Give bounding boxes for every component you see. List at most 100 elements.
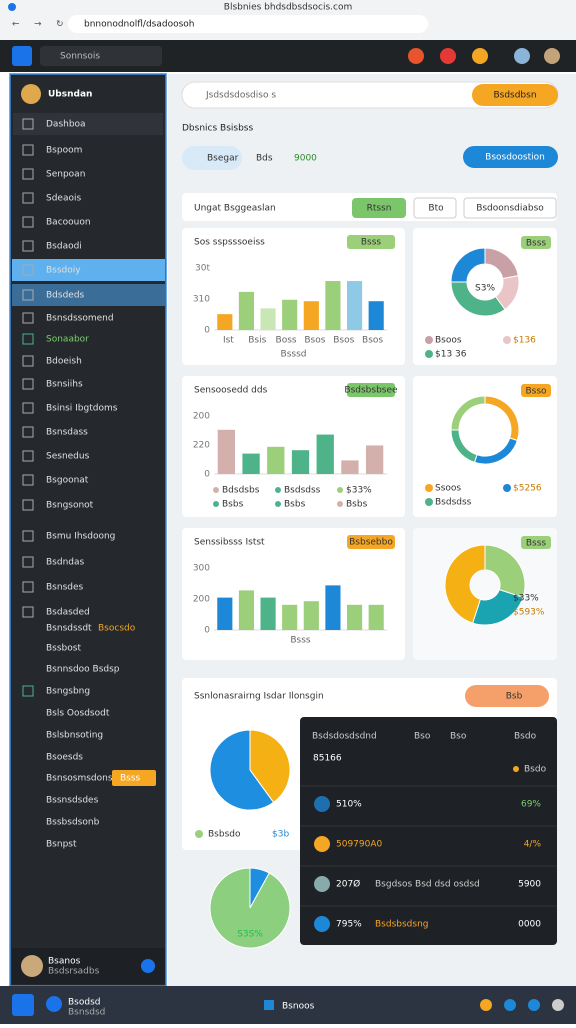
pie-center-label: S3% (475, 284, 495, 294)
tray-icon (528, 999, 540, 1011)
sidebar-item[interactable]: Bsls Oosdsodt (46, 709, 110, 719)
cta-button[interactable] (472, 84, 558, 106)
y-tick-label: 200 (193, 595, 210, 605)
sidebar-item[interactable]: Bsmu Ihsdoong (46, 532, 115, 542)
sidebar-item[interactable]: Bsnsosmsdons (46, 774, 113, 784)
card (413, 528, 557, 660)
nav-button[interactable]: → (34, 20, 42, 30)
sidebar-item[interactable]: Bsdaodi (46, 242, 82, 252)
sidebar-item[interactable]: Bsnsdass (46, 428, 88, 438)
legend-value: $3b (272, 830, 289, 840)
pie-center-label: S3S% (237, 930, 263, 940)
sidebar-item[interactable]: Bsdndas (46, 558, 85, 568)
bar (267, 446, 285, 474)
sidebar-item[interactable]: Sonaabor (46, 335, 89, 345)
tab-title: Blsbnies bhdsdbsdsocis.com (224, 3, 352, 13)
sidebar-selected[interactable] (12, 259, 165, 281)
y-tick-label: 0 (204, 326, 210, 336)
user-status (141, 959, 155, 973)
sidebar-chip (112, 770, 156, 786)
sidebar-item[interactable]: Bslsbnsoting (46, 731, 103, 741)
row-icon (314, 836, 330, 852)
row-right: 69% (521, 800, 541, 810)
y-tick-label: 220 (193, 441, 210, 451)
bar (238, 291, 255, 330)
sidebar-item[interactable]: Bssdoiy (46, 266, 81, 276)
sidebar-item[interactable]: Bsgoonat (46, 476, 89, 486)
section-button[interactable] (463, 197, 557, 219)
sidebar-item[interactable]: Bsnnsdoo Bsdsp (46, 665, 120, 675)
legend-label: Ssoos (435, 484, 461, 494)
section-title: Ungat Bsggeaslan (194, 204, 276, 214)
sidebar-item[interactable]: Sesnedus (46, 452, 90, 462)
primary-button[interactable] (463, 146, 558, 168)
bar (260, 597, 276, 630)
card-tag (521, 536, 551, 549)
cta-text: Bsdsdbsn (493, 91, 536, 101)
sidebar-item[interactable]: Bsoesds (46, 753, 83, 763)
card-title: Sos sspsssoeiss (194, 238, 265, 248)
app-search[interactable] (40, 46, 162, 66)
legend-dot (337, 501, 343, 507)
sidebar-item[interactable]: Bssbsdsonb (46, 818, 100, 828)
sidebar-item[interactable]: Bsnsdssdt (46, 624, 92, 634)
filter-chip[interactable] (182, 146, 242, 170)
sidebar-item[interactable]: Bdsdeds (46, 291, 85, 301)
sidebar-icon (22, 685, 34, 697)
bar (282, 604, 298, 630)
legend-label: $33% (346, 486, 372, 496)
sidebar-chip-text: Bsss (120, 774, 141, 784)
address-bar[interactable] (68, 15, 428, 33)
sidebar-item[interactable]: Bsngsonot (46, 501, 94, 511)
nav-button[interactable]: ← (12, 20, 20, 30)
card-tag-text: Bsdsbsbsee (344, 386, 398, 396)
card-tag (347, 535, 395, 549)
sidebar-item[interactable]: Bdoeish (46, 357, 82, 367)
select-text: 9000 (294, 154, 317, 164)
user-avatar (21, 955, 43, 977)
sidebar-selected[interactable] (12, 284, 165, 306)
sidebar-item[interactable]: Bsnsdssomend (46, 314, 114, 324)
card (182, 228, 405, 365)
sidebar-icon (22, 264, 34, 276)
row-value: 795% (336, 920, 362, 930)
sidebar-item[interactable]: Senpoan (46, 170, 85, 180)
section-button[interactable] (413, 197, 457, 219)
card-tag (347, 235, 395, 249)
bar (341, 460, 359, 474)
sidebar-item[interactable]: Bsnpst (46, 840, 77, 850)
row-value: 510% (336, 800, 362, 810)
apps-button[interactable] (12, 46, 32, 66)
sidebar-item[interactable]: Bsdasded (46, 608, 90, 618)
sidebar-icon (22, 378, 34, 390)
sidebar-item[interactable]: Bsnsiihs (46, 380, 83, 390)
sidebar-item[interactable]: Bsinsi Ibgtdoms (46, 404, 118, 414)
card-tag-text: Bsss (526, 239, 547, 249)
overlay-sub: Bsdo (524, 765, 547, 775)
row-icon (314, 916, 330, 932)
x-tick-label: Bsos (362, 336, 383, 346)
bar (217, 314, 233, 330)
legend-dot (275, 487, 281, 493)
sidebar-item[interactable]: Bspoom (46, 146, 82, 156)
nav-button[interactable]: ↻ (56, 20, 64, 30)
y-tick-label: 30t (195, 264, 210, 274)
bar (217, 429, 236, 474)
x-tick-label: Bsos (304, 336, 325, 346)
sidebar-item[interactable]: Dashboa (46, 120, 86, 130)
legend-label: Bsbs (346, 500, 368, 510)
sidebar-item[interactable]: Bssnsdsdes (46, 796, 99, 806)
card (413, 376, 557, 517)
sidebar-item[interactable]: Bsnsdes (46, 583, 84, 593)
legend-dot (425, 336, 433, 344)
bar (325, 585, 341, 630)
sidebar-item[interactable]: Bssbost (46, 644, 81, 654)
sidebar-item[interactable]: Bacoouon (46, 218, 91, 228)
sidebar-item[interactable]: Bsngsbng (46, 687, 90, 697)
sidebar-icon (22, 118, 34, 130)
pie-slice (484, 544, 526, 598)
sidebar-item[interactable]: Sdeaois (46, 194, 81, 204)
legend-dot (213, 501, 219, 507)
start-button[interactable] (12, 994, 34, 1016)
taskbar-label: Bsodsd (68, 998, 100, 1008)
